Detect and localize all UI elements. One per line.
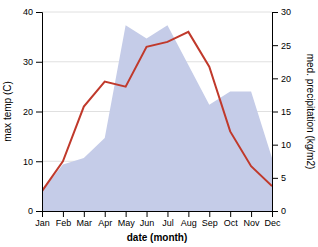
x-tick: Jan (35, 211, 50, 228)
x-tick-mark (209, 211, 210, 217)
temperature-line (42, 32, 272, 191)
y2-tick-mark (272, 145, 278, 146)
y-axis: 0 10 20 30 40 (23, 7, 43, 216)
y-tick-label: 30 (23, 57, 33, 67)
y-tick: 0 (28, 206, 42, 216)
y2-tick-mark (272, 112, 278, 113)
y2-tick-label: 20 (281, 74, 291, 84)
y2-tick: 10 (272, 140, 291, 150)
x-tick-label: Jan (35, 218, 50, 228)
x-tick: Oct (224, 211, 239, 228)
x-tick: May (118, 211, 136, 228)
grid (42, 12, 272, 211)
x-tick-label: Jun (140, 218, 155, 228)
x-tick-label: Mar (77, 218, 93, 228)
y2-axis: 0 5 10 15 20 25 30 (272, 7, 291, 216)
y2-tick: 15 (272, 107, 291, 117)
x-tick-label: May (118, 218, 136, 228)
x-tick-mark (251, 211, 252, 217)
x-tick-mark (126, 211, 127, 217)
y2-axis-line (273, 13, 279, 212)
y-tick-label: 0 (28, 206, 33, 216)
y-axis-line (36, 13, 43, 212)
y-tick-label: 40 (23, 7, 33, 17)
x-tick: Nov (244, 211, 261, 228)
x-tick-mark (167, 211, 168, 217)
x-tick: Apr (98, 211, 112, 228)
y-tick: 40 (23, 7, 42, 17)
grid-line (42, 12, 272, 13)
chart-svg: JanFebMarAprMayJunJulAugSepOctNovDec0102… (0, 0, 318, 247)
x-tick-mark (63, 211, 64, 217)
x-tick-mark (147, 211, 148, 217)
x-tick: Jun (140, 211, 155, 228)
y2-tick-label: 15 (281, 107, 291, 117)
y-tick-mark (36, 211, 42, 212)
plot-area: JanFebMarAprMayJunJulAugSepOctNovDec0102… (23, 7, 291, 228)
x-tick: Feb (56, 211, 72, 228)
x-tick-label: Oct (224, 218, 239, 228)
precipitation-area (42, 25, 272, 211)
y-tick: 10 (23, 157, 42, 167)
y2-tick-mark (272, 178, 278, 179)
x-tick-label: Feb (56, 218, 72, 228)
x-tick: Jul (162, 211, 174, 228)
y2-tick-label: 30 (281, 7, 291, 17)
y-tick: 20 (23, 107, 42, 117)
x-tick-label: Sep (202, 218, 218, 228)
x-tick-mark (230, 211, 231, 217)
y2-tick-label: 25 (281, 41, 291, 51)
y-axis-title: max temp (C) (2, 81, 13, 142)
y2-tick: 25 (272, 41, 291, 51)
x-tick-label: Dec (264, 218, 281, 228)
x-tick-mark (105, 211, 106, 217)
y2-tick: 5 (272, 173, 286, 183)
y2-tick-label: 10 (281, 140, 291, 150)
marks (42, 25, 272, 211)
y2-tick-label: 5 (281, 173, 286, 183)
x-tick: Dec (264, 211, 281, 228)
x-tick-label: Aug (181, 218, 197, 228)
x-tick-label: Apr (98, 218, 112, 228)
y2-axis-title: med. precipitation (kg/m2) (305, 54, 316, 170)
x-axis: Jan Feb Mar Apr May Jun Jul Aug Sep Oct NovDec (35, 211, 281, 228)
y-tick: 30 (23, 57, 42, 67)
x-tick: Mar (77, 211, 93, 228)
x-tick-mark (84, 211, 85, 217)
y2-tick: 20 (272, 74, 291, 84)
y2-tick-label: 0 (281, 206, 286, 216)
y2-tick-mark (272, 12, 278, 13)
x-axis-title: date (month) (127, 232, 188, 243)
y2-tick-mark (272, 78, 278, 79)
y-tick-label: 20 (23, 107, 33, 117)
y2-tick: 30 (272, 7, 291, 17)
y2-tick-mark (272, 45, 278, 46)
x-tick-mark (188, 211, 189, 217)
x-tick-label: Nov (244, 218, 261, 228)
y-tick-mark (36, 161, 42, 162)
y2-tick-mark (272, 211, 278, 212)
x-tick: Aug (181, 211, 197, 228)
x-axis-line (43, 212, 273, 218)
y-tick-mark (36, 112, 42, 113)
y2-tick: 0 (272, 206, 286, 216)
y-tick-mark (36, 12, 42, 13)
y-tick-label: 10 (23, 157, 33, 167)
y-tick-mark (36, 62, 42, 63)
x-tick: Sep (202, 211, 218, 228)
x-tick-label: Jul (162, 218, 174, 228)
